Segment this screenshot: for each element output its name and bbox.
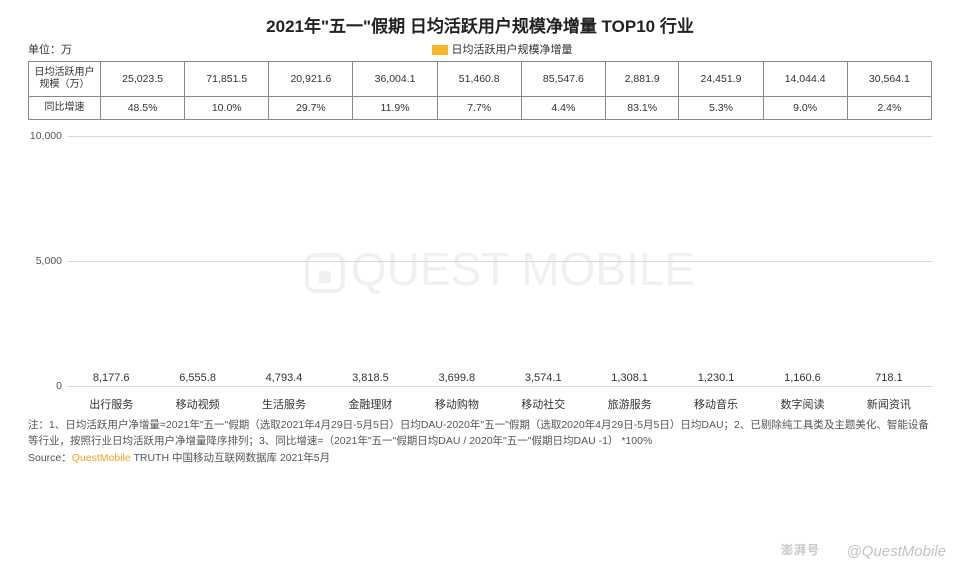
unit-label: 单位：万 bbox=[28, 41, 72, 57]
x-tick-label: 新闻资讯 bbox=[846, 396, 932, 412]
table-cell: 51,460.8 bbox=[437, 62, 521, 97]
footnote-text: 注：1、日均活跃用户净增量=2021年"五一"假期（选取2021年4月29日-5… bbox=[28, 418, 932, 450]
legend: 日均活跃用户规模净增量 bbox=[72, 41, 932, 57]
summary-table: 日均活跃用户规模（万） 25,023.571,851.520,921.636,0… bbox=[28, 61, 932, 120]
source-line: Source：QuestMobile TRUTH 中国移动互联网数据库 2021… bbox=[28, 450, 932, 465]
corner-watermark-2: @QuestMobile bbox=[847, 543, 946, 560]
table-cell: 48.5% bbox=[101, 97, 185, 120]
x-tick-label: 移动视频 bbox=[154, 396, 240, 412]
bar-value-label: 6,555.8 bbox=[179, 372, 216, 384]
source-brand: QuestMobile bbox=[72, 452, 131, 464]
bar-slot: 1,308.1 bbox=[586, 372, 672, 386]
bar-chart: QUEST MOBILE 8,177.66,555.84,793.43,818.… bbox=[68, 126, 932, 412]
table-cell: 9.0% bbox=[763, 97, 847, 120]
x-tick-label: 移动社交 bbox=[500, 396, 586, 412]
table-cell: 4.4% bbox=[521, 97, 605, 120]
bar-slot: 4,793.4 bbox=[241, 372, 327, 386]
row-label-dau: 日均活跃用户规模（万） bbox=[29, 62, 101, 97]
table-cell: 20,921.6 bbox=[269, 62, 353, 97]
grid-line bbox=[68, 386, 932, 387]
table-cell: 85,547.6 bbox=[521, 62, 605, 97]
bar-value-label: 718.1 bbox=[875, 372, 903, 384]
x-tick-label: 金融理财 bbox=[327, 396, 413, 412]
bar-slot: 1,160.6 bbox=[759, 372, 845, 386]
x-tick-label: 旅游服务 bbox=[586, 396, 672, 412]
bar-slot: 3,699.8 bbox=[414, 372, 500, 386]
grid-line bbox=[68, 136, 932, 137]
row-label-growth: 同比增速 bbox=[29, 97, 101, 120]
bar-value-label: 1,230.1 bbox=[698, 372, 735, 384]
bar-value-label: 3,574.1 bbox=[525, 372, 562, 384]
x-tick-label: 移动音乐 bbox=[673, 396, 759, 412]
table-cell: 25,023.5 bbox=[101, 62, 185, 97]
grid-line bbox=[68, 261, 932, 262]
table-cell: 71,851.5 bbox=[185, 62, 269, 97]
x-axis-labels: 出行服务移动视频生活服务金融理财移动购物移动社交旅游服务移动音乐数字阅读新闻资讯 bbox=[68, 396, 932, 412]
bar-value-label: 1,308.1 bbox=[611, 372, 648, 384]
table-row: 同比增速 48.5%10.0%29.7%11.9%7.7%4.4%83.1%5.… bbox=[29, 97, 932, 120]
x-tick-label: 移动购物 bbox=[414, 396, 500, 412]
table-cell: 29.7% bbox=[269, 97, 353, 120]
x-tick-label: 数字阅读 bbox=[759, 396, 845, 412]
bar-value-label: 8,177.6 bbox=[93, 372, 130, 384]
y-tick-label: 0 bbox=[28, 380, 62, 392]
bar-value-label: 4,793.4 bbox=[266, 372, 303, 384]
table-cell: 7.7% bbox=[437, 97, 521, 120]
legend-swatch bbox=[432, 45, 448, 55]
table-cell: 24,451.9 bbox=[679, 62, 763, 97]
table-cell: 83.1% bbox=[605, 97, 678, 120]
bar-slot: 1,230.1 bbox=[673, 372, 759, 386]
table-row: 日均活跃用户规模（万） 25,023.571,851.520,921.636,0… bbox=[29, 62, 932, 97]
bar-slot: 718.1 bbox=[846, 372, 932, 386]
table-cell: 11.9% bbox=[353, 97, 437, 120]
table-cell: 36,004.1 bbox=[353, 62, 437, 97]
bar-value-label: 3,699.8 bbox=[438, 372, 475, 384]
legend-text: 日均活跃用户规模净增量 bbox=[452, 44, 573, 56]
bar-value-label: 3,818.5 bbox=[352, 372, 389, 384]
table-cell: 30,564.1 bbox=[847, 62, 931, 97]
table-cell: 10.0% bbox=[185, 97, 269, 120]
chart-title: 2021年"五一"假期 日均活跃用户规模净增量 TOP10 行业 bbox=[28, 12, 932, 37]
bar-slot: 6,555.8 bbox=[154, 372, 240, 386]
plot-area: 8,177.6 6,555.8 4,793.4 3,818.5 3,699.8 3,574… bbox=[68, 136, 932, 386]
table-cell: 2.4% bbox=[847, 97, 931, 120]
bar-slot: 3,818.5 bbox=[327, 372, 413, 386]
bar-slot: 8,177.6 bbox=[68, 372, 154, 386]
y-tick-label: 10,000 bbox=[28, 130, 62, 142]
table-cell: 2,881.9 bbox=[605, 62, 678, 97]
x-tick-label: 出行服务 bbox=[68, 396, 154, 412]
bar-slot: 3,574.1 bbox=[500, 372, 586, 386]
table-cell: 5.3% bbox=[679, 97, 763, 120]
corner-watermark-1: 澎湃号 bbox=[781, 541, 820, 558]
y-tick-label: 5,000 bbox=[28, 255, 62, 267]
source-prefix: Source： bbox=[28, 452, 72, 464]
x-tick-label: 生活服务 bbox=[241, 396, 327, 412]
bar-value-label: 1,160.6 bbox=[784, 372, 821, 384]
table-cell: 14,044.4 bbox=[763, 62, 847, 97]
source-suffix: TRUTH 中国移动互联网数据库 2021年5月 bbox=[131, 452, 330, 464]
